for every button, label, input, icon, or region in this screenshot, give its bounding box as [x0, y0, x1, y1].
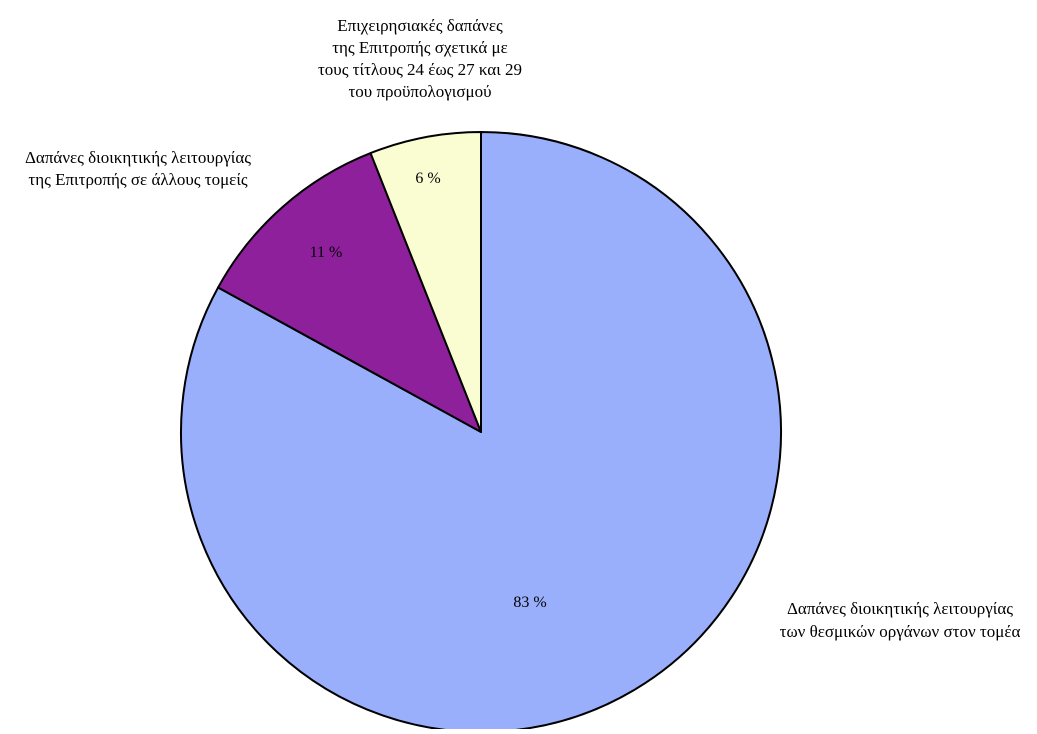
pie-category-label-line: των θεσμικών οργάνων στον τομέα	[780, 622, 1021, 641]
pie-category-label-line: Επιχειρησιακές δαπάνες	[337, 16, 503, 35]
pie-category-label-line: τους τίτλους 24 έως 27 και 29	[318, 60, 522, 79]
pie-category-label-line: της Επιτροπής σε άλλους τομείς	[28, 170, 248, 189]
pie-category-label-line: Δαπάνες διοικητικής λειτουργίας	[25, 148, 251, 167]
pie-value-label-institutions-admin: 83 %	[513, 594, 546, 611]
pie-category-label-line: του προϋπολογισμού	[348, 82, 491, 101]
pie-slice-operational	[369, 131, 482, 433]
pie-slice-commission-admin	[217, 152, 482, 433]
pie-category-label-commission-admin: Δαπάνες διοικητικής λειτουργίας της Επιτρ…	[25, 148, 251, 189]
pie-value-label-commission-admin: 11 %	[310, 244, 343, 261]
labels-layer: 83 % Δαπάνες διοικητικής λειτουργίας των θ…	[25, 16, 1020, 641]
pie-value-label-operational: 6 %	[415, 170, 440, 187]
slices-layer	[180, 131, 782, 733]
pie-category-label-line: της Επιτροπής σχετικά με	[332, 38, 508, 57]
pie-category-label-institutions-admin: Δαπάνες διοικητικής λειτουργίας των θεσμι…	[780, 599, 1021, 641]
pie-category-label-line: Δαπάνες διοικητικής λειτουργίας	[787, 599, 1013, 618]
pie-category-label-operational: Επιχειρησιακές δαπάνες της Επιτροπής σχετ…	[318, 16, 522, 101]
